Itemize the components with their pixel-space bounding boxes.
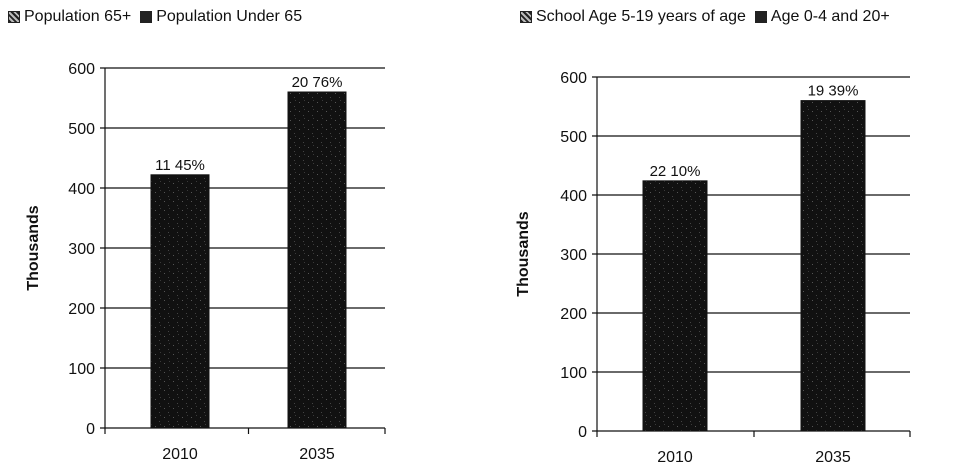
legend-swatch-icon xyxy=(754,11,767,23)
legend-swatch-icon xyxy=(140,11,153,23)
bar-2035 xyxy=(800,100,866,432)
y-tick-label: 200 xyxy=(68,301,95,318)
legend-item-age-0-4-and-20-plus: Age 0-4 and 20+ xyxy=(754,8,890,26)
legend-swatch-icon xyxy=(520,11,532,23)
legend-label: Population Under 65 xyxy=(156,8,303,25)
bar-2010 xyxy=(150,174,210,429)
legend-item-school-age: School Age 5-19 years of age xyxy=(520,8,746,26)
x-category-label: 2035 xyxy=(299,446,335,463)
x-category-label: 2010 xyxy=(657,449,693,466)
y-tick-label: 400 xyxy=(560,188,587,205)
data-label: 11 45% xyxy=(155,157,205,174)
y-tick-label: 300 xyxy=(560,247,587,264)
y-tick-label: 100 xyxy=(560,365,587,382)
y-axis-title: Thousands xyxy=(515,211,532,296)
legend-right: School Age 5-19 years of age Age 0-4 and… xyxy=(520,8,899,26)
y-axis-title: Thousands xyxy=(25,205,42,290)
x-category-label: 2010 xyxy=(162,446,198,463)
legend-label: Age 0-4 and 20+ xyxy=(770,8,890,25)
bar-2035 xyxy=(287,91,347,429)
data-label: 19 39% xyxy=(808,83,859,100)
y-tick-label: 600 xyxy=(68,61,95,78)
y-tick-label: 400 xyxy=(68,181,95,198)
legend-label: Population 65+ xyxy=(24,8,132,25)
data-label: 20 76% xyxy=(292,74,343,91)
y-tick-label: 600 xyxy=(560,70,587,87)
y-tick-label: 200 xyxy=(560,306,587,323)
data-label: 22 10% xyxy=(650,163,701,180)
y-tick-label: 300 xyxy=(68,241,95,258)
y-tick-label: 0 xyxy=(86,421,95,438)
y-tick-label: 500 xyxy=(68,121,95,138)
y-tick-label: 500 xyxy=(560,129,587,146)
legend-swatch-icon xyxy=(8,11,20,23)
y-tick-label: 100 xyxy=(68,361,95,378)
bar-2010 xyxy=(642,180,708,432)
legend-left: Population 65+ Population Under 65 xyxy=(8,8,311,26)
legend-item-population-65-plus: Population 65+ xyxy=(8,8,131,26)
y-tick-label: 0 xyxy=(578,424,587,441)
legend-item-population-under-65: Population Under 65 xyxy=(140,8,302,26)
legend-label: School Age 5-19 years of age xyxy=(536,8,746,25)
x-category-label: 2035 xyxy=(815,449,851,466)
